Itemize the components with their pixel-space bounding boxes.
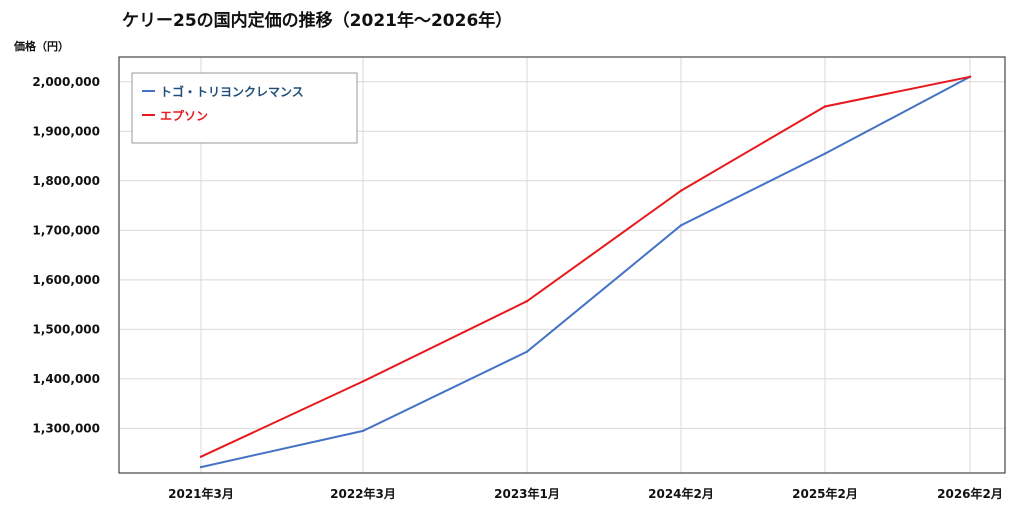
y-tick-label: 1,600,000	[32, 273, 100, 287]
plot-area-frame	[118, 56, 1006, 474]
y-tick-label: 1,900,000	[32, 124, 100, 138]
legend-label: トゴ・トリヨンクレマンス	[160, 84, 304, 99]
data-point	[525, 300, 529, 303]
y-tick-label: 1,400,000	[32, 372, 100, 386]
x-tick-label: 2025年2月	[792, 486, 858, 501]
legend-box	[131, 72, 358, 144]
y-tick-label: 1,700,000	[32, 223, 100, 237]
x-axis-ticks: 2021年3月 2022年3月 2023年1月 2024年2月 2025年2月 2026年…	[168, 486, 1003, 501]
data-point	[199, 465, 203, 469]
data-point	[361, 380, 365, 383]
data-point	[968, 75, 972, 79]
data-point	[679, 224, 683, 227]
data-point	[823, 152, 827, 155]
y-axis-ticks: 1,300,000 1,400,000 1,500,000 1,600,000 1,70…	[32, 75, 100, 436]
y-tick-label: 2,000,000	[32, 75, 100, 89]
series-line-2	[200, 75, 971, 458]
legend-label: エプソン	[160, 108, 208, 123]
y-tick-label: 1,300,000	[32, 421, 100, 435]
data-point	[199, 455, 203, 458]
series-lines	[199, 75, 972, 469]
data-point	[823, 105, 827, 108]
data-point	[679, 189, 683, 192]
chart-title: ケリー25の国内定価の推移（2021年〜2026年）	[122, 11, 513, 31]
x-tick-label: 2023年1月	[494, 486, 560, 501]
y-tick-label: 1,500,000	[32, 322, 100, 336]
x-tick-label: 2024年2月	[648, 486, 714, 501]
y-axis-label: 価格（円）	[14, 40, 69, 53]
x-tick-label: 2022年3月	[330, 486, 396, 501]
x-tick-label: 2021年3月	[168, 486, 234, 501]
y-tick-label: 1,800,000	[32, 174, 100, 188]
gridlines	[119, 57, 1005, 473]
x-tick-label: 2026年2月	[937, 486, 1003, 501]
series-line-1	[200, 75, 971, 469]
data-point	[525, 350, 529, 353]
data-point	[361, 429, 365, 433]
